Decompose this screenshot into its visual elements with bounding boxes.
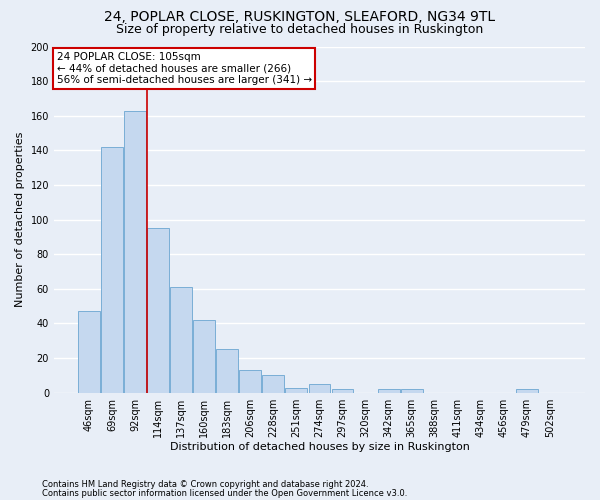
Text: 24 POPLAR CLOSE: 105sqm
← 44% of detached houses are smaller (266)
56% of semi-d: 24 POPLAR CLOSE: 105sqm ← 44% of detache… bbox=[56, 52, 311, 85]
Bar bbox=[124, 110, 146, 392]
Bar bbox=[217, 350, 238, 393]
Bar bbox=[101, 147, 123, 392]
Text: Contains HM Land Registry data © Crown copyright and database right 2024.: Contains HM Land Registry data © Crown c… bbox=[42, 480, 368, 489]
Bar bbox=[308, 384, 331, 392]
Bar bbox=[193, 320, 215, 392]
Y-axis label: Number of detached properties: Number of detached properties bbox=[15, 132, 25, 308]
Bar bbox=[239, 370, 261, 392]
Bar bbox=[332, 389, 353, 392]
Bar bbox=[377, 389, 400, 392]
Bar bbox=[147, 228, 169, 392]
Text: 24, POPLAR CLOSE, RUSKINGTON, SLEAFORD, NG34 9TL: 24, POPLAR CLOSE, RUSKINGTON, SLEAFORD, … bbox=[104, 10, 496, 24]
Bar bbox=[286, 388, 307, 392]
Text: Size of property relative to detached houses in Ruskington: Size of property relative to detached ho… bbox=[116, 22, 484, 36]
Text: Contains public sector information licensed under the Open Government Licence v3: Contains public sector information licen… bbox=[42, 488, 407, 498]
Bar bbox=[170, 287, 192, 393]
Bar bbox=[516, 389, 538, 392]
X-axis label: Distribution of detached houses by size in Ruskington: Distribution of detached houses by size … bbox=[170, 442, 469, 452]
Bar bbox=[78, 312, 100, 392]
Bar bbox=[401, 389, 422, 392]
Bar bbox=[262, 376, 284, 392]
